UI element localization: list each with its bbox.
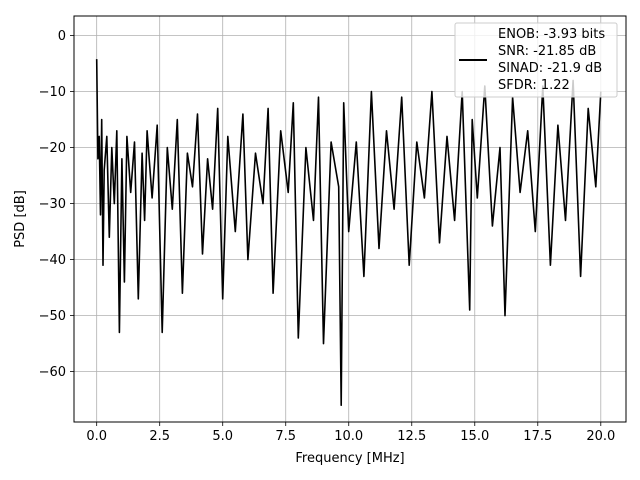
y-tick-label: −30 xyxy=(39,197,66,212)
x-tick-label: 20.0 xyxy=(586,429,615,444)
y-axis-label: PSD [dB] xyxy=(13,190,28,248)
x-axis-ticks: 0.0 2.5 5.0 7.5 10.0 12.5 15.0 17.5 20.0 xyxy=(86,422,615,444)
x-tick-label: 10.0 xyxy=(334,429,363,444)
x-tick-label: 2.5 xyxy=(149,429,170,444)
x-axis-label: Frequency [MHz] xyxy=(295,451,404,466)
plot-area-frame xyxy=(73,15,627,423)
x-tick-label: 7.5 xyxy=(275,429,296,444)
y-axis-ticks: 0 −10 −20 −30 −40 −50 −60 xyxy=(39,29,74,380)
legend-entry-sinad: SINAD: -21.9 dB xyxy=(498,61,602,76)
psd-series xyxy=(95,59,602,407)
x-tick-label: 12.5 xyxy=(397,429,426,444)
y-tick-label: 0 xyxy=(58,29,66,44)
x-tick-label: 15.0 xyxy=(460,429,489,444)
x-tick-label: 0.0 xyxy=(86,429,107,444)
y-tick-label: −20 xyxy=(39,141,66,156)
y-tick-label: −10 xyxy=(39,85,66,100)
legend-entry-snr: SNR: -21.85 dB xyxy=(498,44,596,59)
y-tick-label: −60 xyxy=(39,365,66,380)
y-tick-label: −40 xyxy=(39,253,66,268)
x-tick-label: 17.5 xyxy=(523,429,552,444)
x-tick-label: 5.0 xyxy=(212,429,233,444)
legend-entry-enob: ENOB: -3.93 bits xyxy=(498,27,605,42)
legend-box xyxy=(454,22,618,98)
legend-entry-sfdr: SFDR: 1.22 xyxy=(498,78,570,93)
y-tick-label: −50 xyxy=(39,309,66,324)
legend: ENOB: -3.93 bits SNR: -21.85 dB SINAD: -… xyxy=(454,22,618,98)
psd-line xyxy=(95,59,602,407)
